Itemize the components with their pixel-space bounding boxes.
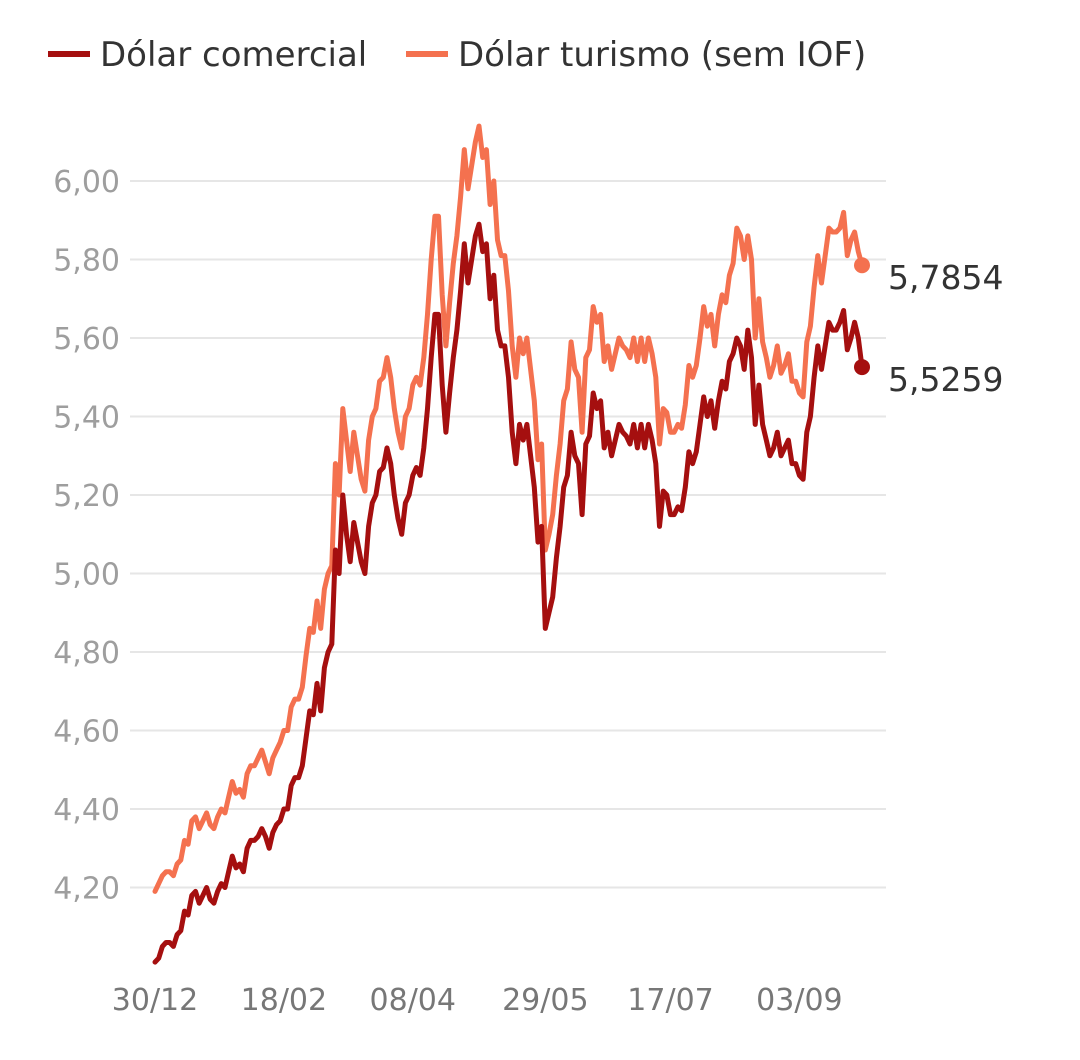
y-tick-label: 5,60 <box>53 322 120 357</box>
series-lines <box>152 123 865 965</box>
x-tick-label: 03/09 <box>756 983 842 1018</box>
y-tick-label: 5,40 <box>53 401 120 436</box>
x-tick-label: 29/05 <box>502 983 588 1018</box>
end-markers: 5,7854 5,5259 <box>854 257 1003 399</box>
end-point-comercial <box>854 359 870 376</box>
x-tick-label: 17/07 <box>627 983 713 1018</box>
end-value-label-turismo: 5,7854 <box>888 258 1003 297</box>
y-tick-label: 4,20 <box>53 872 120 907</box>
y-tick-label: 4,80 <box>53 636 120 671</box>
y-tick-label: 5,00 <box>53 558 120 593</box>
end-point-turismo <box>854 257 870 274</box>
y-tick-label: 4,60 <box>53 715 120 750</box>
series-line-comercial <box>152 221 865 965</box>
y-axis-ticks: 4,20 4,40 4,60 4,80 5,00 5,20 5,40 5,60 5,80 6,00 <box>53 165 120 907</box>
y-tick-label: 6,00 <box>53 165 120 200</box>
y-tick-label: 5,80 <box>53 244 120 279</box>
y-tick-label: 5,20 <box>53 479 120 514</box>
y-tick-label: 4,40 <box>53 793 120 828</box>
legend: Dólar comercial Dólar turismo (sem IOF) <box>48 35 866 75</box>
x-tick-label: 08/04 <box>370 983 456 1018</box>
x-tick-label: 18/02 <box>241 983 327 1018</box>
end-value-label-comercial: 5,5259 <box>888 360 1003 399</box>
x-tick-label: 30/12 <box>112 983 198 1018</box>
legend-label-turismo: Dólar turismo (sem IOF) <box>458 35 866 75</box>
legend-label-comercial: Dólar comercial <box>100 35 367 75</box>
x-axis-ticks: 30/12 18/02 08/04 29/05 17/07 03/09 <box>112 983 843 1018</box>
series-line-turismo <box>152 123 865 894</box>
